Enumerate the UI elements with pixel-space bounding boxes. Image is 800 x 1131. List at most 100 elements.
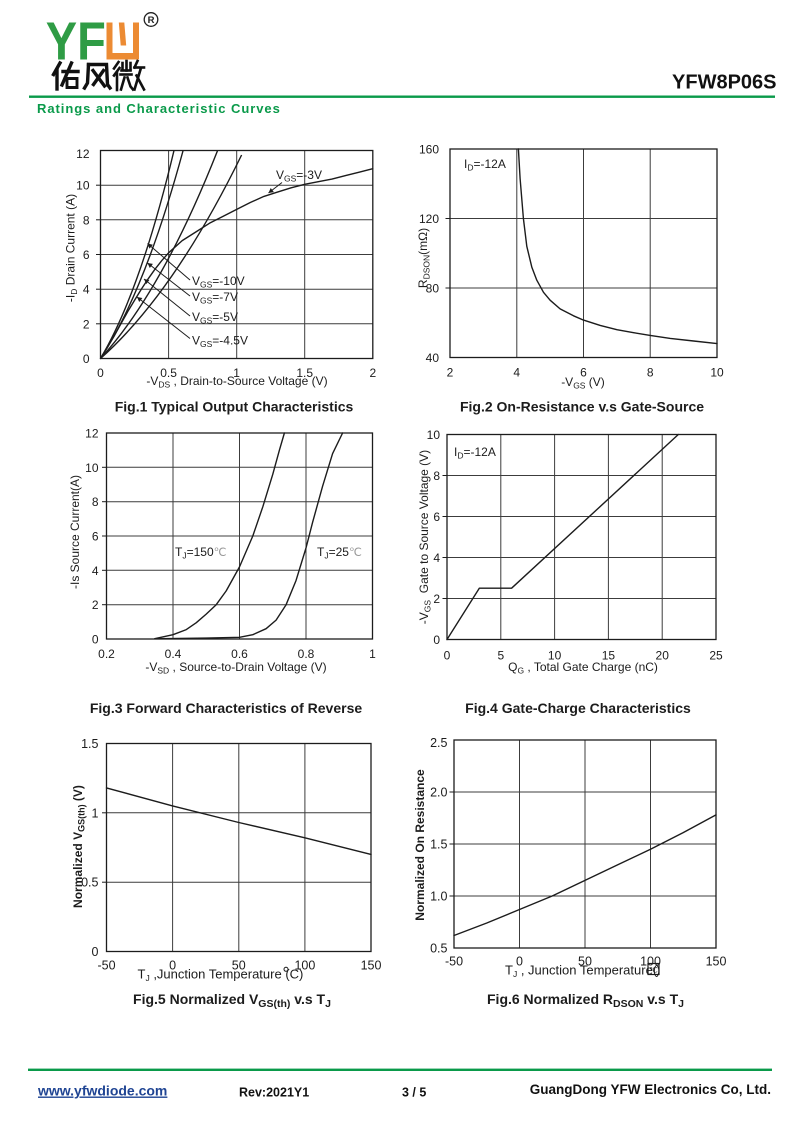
svg-text:150: 150 xyxy=(706,955,727,969)
svg-text:0.8: 0.8 xyxy=(298,647,315,661)
svg-text:6: 6 xyxy=(83,248,90,262)
svg-text:12: 12 xyxy=(76,147,90,161)
svg-text:0.6: 0.6 xyxy=(231,647,248,661)
svg-text:Rev:2021Y1: Rev:2021Y1 xyxy=(239,1086,309,1100)
svg-text:4: 4 xyxy=(513,366,520,380)
svg-text:0: 0 xyxy=(92,633,99,647)
svg-text:Fig.1 Typical Output Character: Fig.1 Typical Output Characteristics xyxy=(115,399,354,415)
svg-text:3 / 5: 3 / 5 xyxy=(402,1086,426,1100)
svg-text:2.5: 2.5 xyxy=(430,736,447,750)
svg-text:120: 120 xyxy=(419,212,439,226)
svg-text:GuangDong YFW Electronics Co,: GuangDong YFW Electronics Co, Ltd. xyxy=(530,1082,771,1097)
svg-text:1.5: 1.5 xyxy=(430,838,447,852)
svg-text:-ID Drain Current (A): -ID Drain Current (A) xyxy=(64,194,80,302)
svg-text:25: 25 xyxy=(709,649,723,663)
svg-text:VGS=-10V: VGS=-10V xyxy=(192,274,245,290)
svg-text:Fig.4 Gate-Charge Characterist: Fig.4 Gate-Charge Characteristics xyxy=(465,700,691,716)
svg-text:100: 100 xyxy=(640,955,661,969)
svg-text:-50: -50 xyxy=(445,955,463,969)
svg-text:VGS=-5V: VGS=-5V xyxy=(192,310,238,326)
svg-text:1: 1 xyxy=(92,806,99,820)
svg-text:-Is Source Current(A): -Is Source Current(A) xyxy=(68,475,82,589)
svg-text:8: 8 xyxy=(647,366,654,380)
svg-text:15: 15 xyxy=(602,649,616,663)
svg-text:2: 2 xyxy=(92,598,99,612)
svg-text:Ratings and Characteristic Cur: Ratings and Characteristic Curves xyxy=(37,101,281,116)
svg-text:6: 6 xyxy=(580,366,587,380)
svg-text:2: 2 xyxy=(83,317,90,331)
svg-text:YFW8P06S: YFW8P06S xyxy=(672,72,776,94)
svg-text:0: 0 xyxy=(97,366,104,380)
svg-text:2: 2 xyxy=(433,592,440,606)
svg-text:Fig.2 On-Resistance v.s Gate-S: Fig.2 On-Resistance v.s Gate-Source xyxy=(460,399,704,415)
svg-text:VGS=-4.5V: VGS=-4.5V xyxy=(192,334,248,350)
svg-text:1: 1 xyxy=(369,647,376,661)
svg-text:Normalized VGS(th) (V): Normalized VGS(th) (V) xyxy=(71,785,87,908)
svg-text:4: 4 xyxy=(83,283,90,297)
svg-text:QG , Total Gate Charge (nC): QG , Total Gate Charge (nC) xyxy=(508,660,658,676)
svg-text:10: 10 xyxy=(76,179,90,193)
svg-text:0.5: 0.5 xyxy=(430,942,447,956)
svg-text:8: 8 xyxy=(83,213,90,227)
svg-text:160: 160 xyxy=(419,143,439,157)
svg-text:40: 40 xyxy=(426,351,440,365)
svg-text:10: 10 xyxy=(427,428,441,442)
svg-text:TJ ,Junction Temperature (C): TJ ,Junction Temperature (C) xyxy=(138,967,304,984)
svg-text:Fig.3 Forward Characteristics: Fig.3 Forward Characteristics of Reverse xyxy=(90,700,363,716)
svg-text:VGS=-7V: VGS=-7V xyxy=(192,290,238,306)
svg-text:8: 8 xyxy=(92,495,99,509)
svg-text:0: 0 xyxy=(516,955,523,969)
svg-text:2: 2 xyxy=(447,366,454,380)
svg-text:100: 100 xyxy=(294,959,315,973)
svg-text:10: 10 xyxy=(548,649,562,663)
svg-text:0: 0 xyxy=(169,959,176,973)
svg-text:TJ=150℃: TJ=150℃ xyxy=(175,545,227,561)
svg-text:1.0: 1.0 xyxy=(430,890,447,904)
svg-text:RDSON(mΩ): RDSON(mΩ) xyxy=(416,228,432,288)
svg-text:0: 0 xyxy=(83,352,90,366)
svg-text:-VGS (V): -VGS (V) xyxy=(561,375,605,391)
svg-text:2.0: 2.0 xyxy=(430,786,447,800)
svg-text:1.5: 1.5 xyxy=(81,737,98,751)
svg-text:www.yfwdiode.com: www.yfwdiode.com xyxy=(37,1083,167,1099)
svg-text:2: 2 xyxy=(369,366,376,380)
svg-text:-VSD , Source-to-Drain Voltage: -VSD , Source-to-Drain Voltage (V) xyxy=(145,660,326,676)
svg-text:Fig.6 Normalized RDSON v.s TJ: Fig.6 Normalized RDSON v.s TJ xyxy=(487,991,684,1010)
svg-text:0.2: 0.2 xyxy=(98,647,115,661)
svg-text:0: 0 xyxy=(433,633,440,647)
svg-text:℃: ℃ xyxy=(649,966,658,975)
svg-text:4: 4 xyxy=(433,551,440,565)
svg-text:1: 1 xyxy=(233,366,240,380)
svg-text:Normalized On Resistance: Normalized On Resistance xyxy=(413,769,427,921)
svg-text:TJ , Junction Temperature(: TJ , Junction Temperature( xyxy=(505,963,658,980)
svg-text:10: 10 xyxy=(710,366,724,380)
svg-text:0: 0 xyxy=(92,945,99,959)
svg-text:Fig.5 Normalized VGS(th) v.s T: Fig.5 Normalized VGS(th) v.s TJ xyxy=(133,991,331,1010)
svg-text:): ) xyxy=(656,963,660,978)
svg-text:6: 6 xyxy=(92,530,99,544)
svg-text:VGS=-3V: VGS=-3V xyxy=(276,168,322,184)
svg-text:150: 150 xyxy=(361,959,382,973)
svg-text:-VGS Gate to Source Voltage (: -VGS Gate to Source Voltage (V) xyxy=(417,450,433,624)
svg-text:0.5: 0.5 xyxy=(160,366,177,380)
svg-text:-50: -50 xyxy=(97,959,115,973)
svg-text:1.5: 1.5 xyxy=(296,366,313,380)
svg-text:6: 6 xyxy=(433,510,440,524)
svg-text:0.5: 0.5 xyxy=(81,876,98,890)
svg-text:R: R xyxy=(148,15,155,26)
svg-text:20: 20 xyxy=(656,649,670,663)
svg-text:ID=-12A: ID=-12A xyxy=(464,157,506,173)
svg-text:50: 50 xyxy=(578,955,592,969)
svg-text:4: 4 xyxy=(92,564,99,578)
svg-text:5: 5 xyxy=(497,649,504,663)
svg-text:50: 50 xyxy=(232,959,246,973)
svg-text:YF: YF xyxy=(46,10,106,71)
svg-text:0.4: 0.4 xyxy=(165,647,182,661)
svg-text:ID=-12A: ID=-12A xyxy=(454,445,496,461)
svg-text:-VDS , Drain-to-Source Voltage: -VDS , Drain-to-Source Voltage (V) xyxy=(146,374,327,390)
svg-text:80: 80 xyxy=(426,282,440,296)
svg-text:12: 12 xyxy=(85,427,99,441)
svg-text:0: 0 xyxy=(444,649,451,663)
svg-text:10: 10 xyxy=(85,461,99,475)
svg-text:8: 8 xyxy=(433,469,440,483)
